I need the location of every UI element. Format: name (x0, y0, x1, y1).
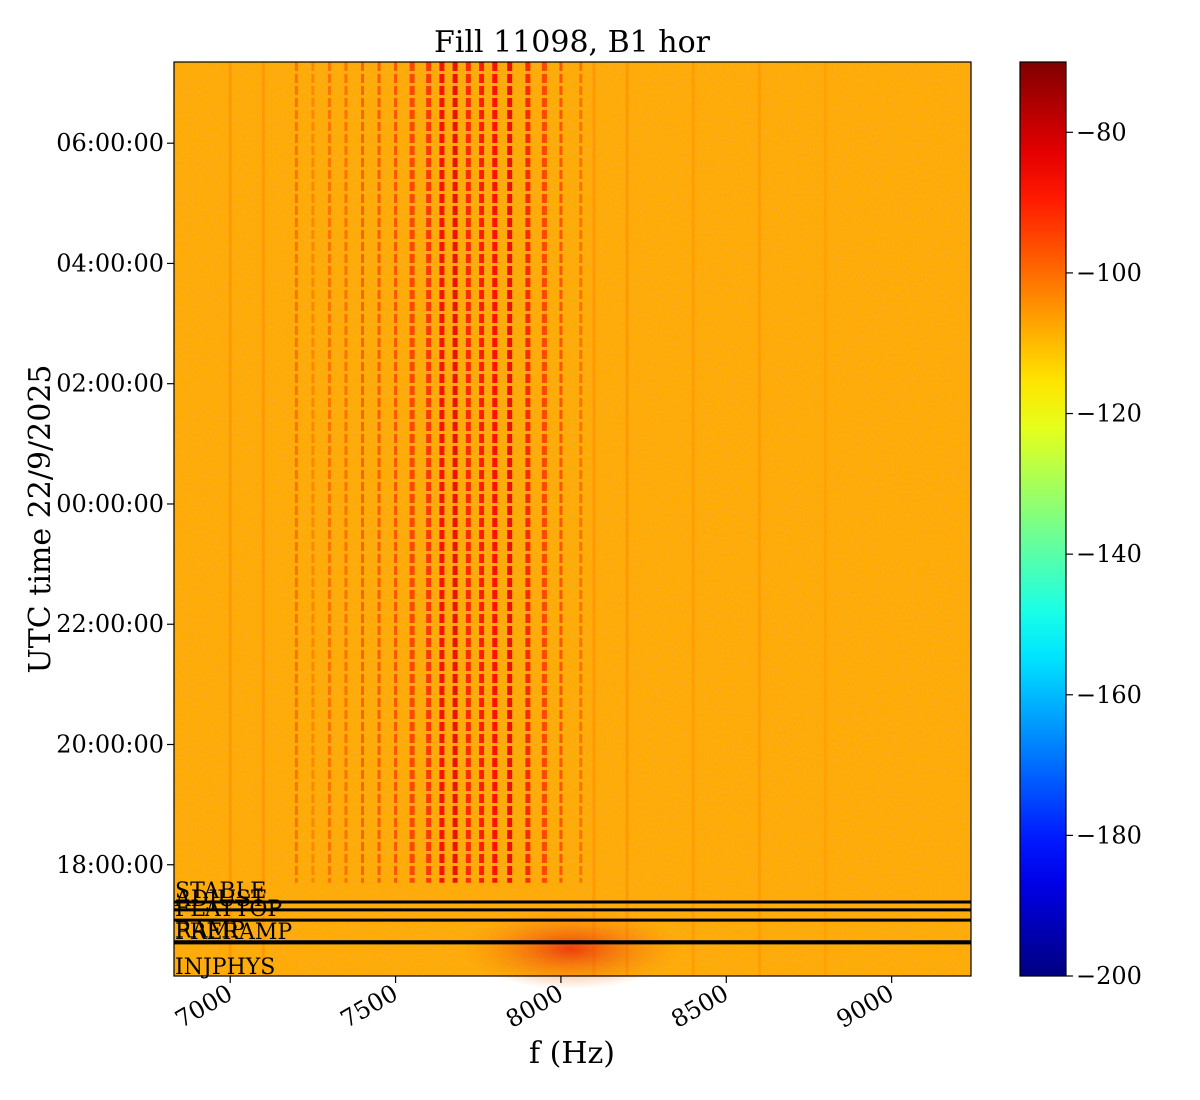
y-tick-label: 20:00:00 (56, 730, 164, 758)
y-tick-label: 18:00:00 (56, 851, 164, 879)
beam-mode-label: PRERAMP (175, 920, 292, 945)
chart-title: Fill 11098, B1 hor (434, 25, 711, 60)
y-axis: 18:00:00 20:00:00 22:00:00 00:00:00 02:00:00… (56, 129, 174, 879)
plot-frame (173, 61, 972, 977)
colorbar-tick-label: −180 (1076, 821, 1142, 849)
x-tick-label: 7500 (336, 979, 403, 1034)
colorbar-tick-label: −120 (1076, 400, 1142, 428)
x-tick-label: 8500 (666, 979, 733, 1034)
colorbar-ticks: −80 −100 −120 −140 −160 −180 −200 (1066, 118, 1142, 990)
y-tick-label: 22:00:00 (56, 610, 164, 638)
y-tick-label: 02:00:00 (56, 370, 164, 398)
colorbar-gradient (1020, 62, 1066, 976)
colorbar-tick-label: −160 (1076, 681, 1142, 709)
hotspot (460, 908, 681, 989)
beam-mode-label: STABLE (175, 879, 266, 904)
beam-mode-label: RAMP (175, 919, 245, 944)
noise-texture (174, 62, 971, 976)
beam-mode-label: FLATTOP (175, 897, 282, 922)
y-tick-label: 06:00:00 (56, 129, 164, 157)
y-tick-label: 04:00:00 (56, 249, 164, 277)
colorbar-tick-label: −80 (1076, 118, 1127, 146)
y-axis-label: UTC time 22/9/2025 (23, 365, 58, 674)
colorbar-tick-label: −100 (1076, 259, 1142, 287)
x-tick-label: 8000 (501, 979, 568, 1034)
x-axis-label: f (Hz) (529, 1036, 615, 1071)
colorbar-frame (1019, 61, 1067, 977)
colorbar: −80 −100 −120 −140 −160 −180 −200 (1019, 61, 1142, 990)
x-tick-label: 7000 (170, 979, 237, 1034)
x-tick-label: 9000 (832, 979, 899, 1034)
beam-mode-label: ADJUST (174, 887, 266, 912)
y-tick-label: 00:00:00 (56, 490, 164, 518)
colorbar-tick-label: −200 (1076, 962, 1142, 990)
spectral-lines (228, 62, 827, 989)
colorbar-tick-label: −140 (1076, 540, 1142, 568)
